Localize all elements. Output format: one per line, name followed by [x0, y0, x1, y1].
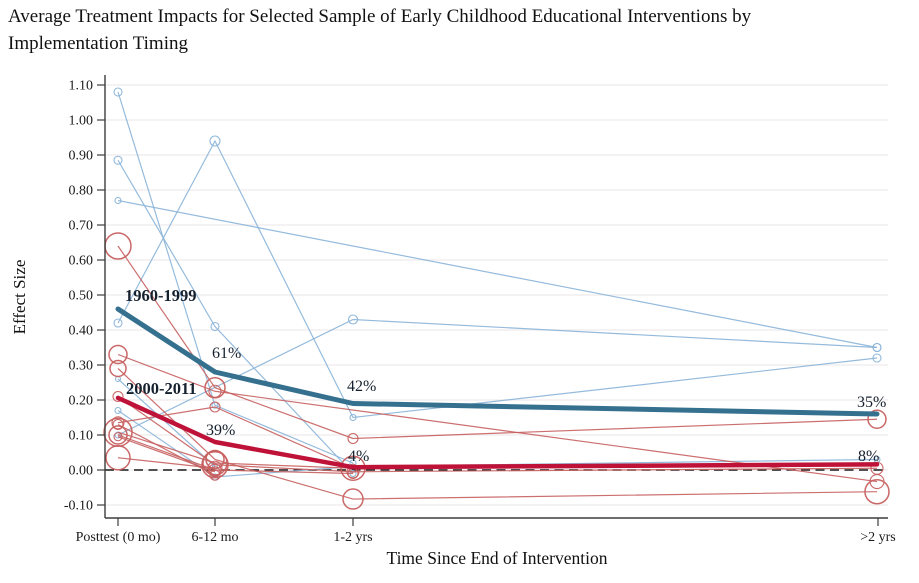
retention-label-4%: 4%: [348, 448, 369, 465]
y-tick-label: 0.00: [69, 464, 94, 479]
study-marker-2000-2011: [867, 409, 887, 429]
y-tick-label: 0.80: [69, 184, 94, 199]
study-marker-1960-1999: [113, 155, 123, 165]
average-line-1960-1999: [115, 306, 880, 417]
group-label-1960-1999: 1960-1999: [125, 286, 197, 305]
study-line-1960-1999: [117, 139, 878, 419]
study-marker-1960-1999: [113, 318, 123, 328]
study-line-2000-2011: [117, 406, 354, 469]
x-tick-label: >2 yrs: [860, 530, 896, 545]
study-marker-2000-2011: [113, 432, 123, 442]
study-marker-2000-2011: [108, 425, 128, 445]
y-tick-label: -0.10: [64, 499, 93, 514]
study-marker-2000-2011: [207, 460, 223, 476]
retention-label-35%: 35%: [857, 394, 886, 411]
y-tick-label: 0.20: [69, 394, 94, 409]
study-marker-1960-1999: [872, 342, 882, 353]
retention-label-8%: 8%: [858, 448, 879, 465]
study-marker-2000-2011: [108, 344, 128, 365]
x-tick-label: 1-2 yrs: [333, 530, 372, 545]
study-line-1960-1999: [117, 318, 878, 436]
y-tick-label: 0.70: [69, 219, 94, 234]
study-marker-1960-1999: [114, 431, 122, 439]
retention-label-61%: 61%: [212, 345, 241, 362]
study-marker-1960-1999: [209, 135, 221, 147]
study-line-1960-1999: [117, 159, 354, 474]
study-marker-2000-2011: [342, 488, 364, 510]
retention-label-39%: 39%: [206, 422, 235, 439]
y-tick-label: 1.10: [69, 79, 94, 94]
study-line-2000-2011: [117, 353, 878, 483]
study-marker-2000-2011: [347, 432, 359, 445]
retention-label-42%: 42%: [347, 378, 376, 395]
study-line-2000-2011: [117, 368, 878, 500]
study-line-2000-2011: [117, 396, 878, 473]
y-axis-title: Effect Size: [10, 260, 29, 335]
study-line-2000-2011: [117, 245, 878, 440]
study-marker-2000-2011: [109, 359, 127, 378]
chart-title-line1: Average Treatment Impacts for Selected S…: [8, 6, 752, 27]
group-label-2000-2011: 2000-2011: [126, 379, 197, 398]
study-marker-1960-1999: [349, 413, 357, 422]
y-tick-label: 0.50: [69, 289, 94, 304]
study-marker-1960-1999: [347, 314, 359, 325]
study-marker-2000-2011: [105, 445, 131, 471]
study-line-1960-1999: [117, 199, 878, 349]
study-line-2000-2011: [117, 434, 354, 475]
study-marker-2000-2011: [209, 466, 221, 478]
average-line-2000-2011: [115, 395, 880, 470]
study-line-2000-2011: [117, 431, 354, 469]
study-marker-2000-2011: [111, 416, 125, 430]
study-line-1960-1999: [117, 378, 216, 467]
x-tick-label: Posttest (0 mo): [76, 530, 161, 545]
study-marker-2000-2011: [208, 384, 222, 398]
y-tick-label: 0.30: [69, 359, 94, 374]
y-tick-label: 0.90: [69, 149, 94, 164]
study-marker-2000-2011: [112, 390, 124, 403]
y-tick-label: 0.10: [69, 429, 94, 444]
study-marker-2000-2011: [864, 478, 890, 505]
chart-title-line2: Implementation Timing: [8, 33, 188, 54]
study-marker-1960-1999: [113, 87, 123, 97]
study-marker-2000-2011: [209, 401, 221, 413]
y-tick-label: 1.00: [69, 114, 94, 129]
x-axis-title: Time Since End of Intervention: [387, 548, 608, 568]
study-line-1960-1999: [117, 91, 354, 464]
y-tick-label: 0.40: [69, 324, 94, 339]
study-marker-1960-1999: [210, 321, 220, 332]
study-marker-1960-1999: [114, 406, 122, 415]
study-marker-2000-2011: [112, 418, 124, 431]
study-marker-1960-1999: [872, 353, 882, 363]
study-marker-1960-1999: [114, 196, 122, 205]
y-tick-label: 0.60: [69, 254, 94, 269]
x-tick-label: 6-12 mo: [191, 530, 238, 545]
study-line-2000-2011: [117, 457, 216, 469]
chart-title: Average Treatment Impacts for Selected S…: [8, 3, 913, 57]
